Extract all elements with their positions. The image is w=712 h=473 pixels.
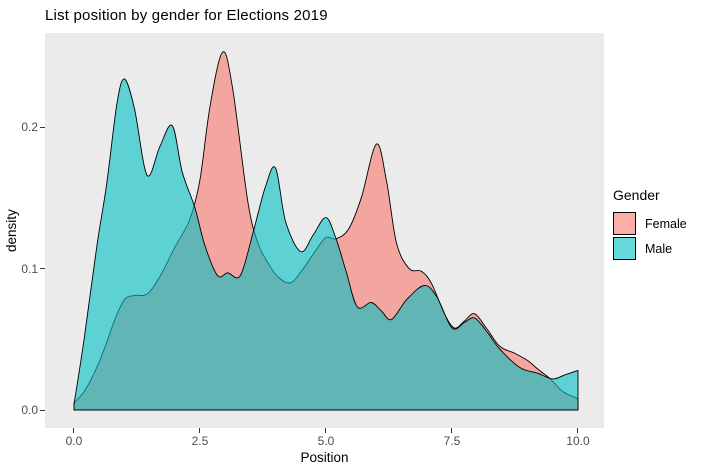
x-tick-mark	[73, 428, 75, 433]
x-tick-label: 10.0	[566, 434, 590, 448]
y-tick-label: 0.1	[21, 261, 38, 276]
x-tick-label: 2.5	[191, 434, 209, 448]
x-tick-label: 7.5	[443, 434, 461, 448]
legend-items: Female Male	[613, 212, 711, 260]
legend-swatch-female	[613, 212, 636, 235]
x-axis-label: Position	[300, 450, 349, 465]
x-tick-mark	[325, 428, 327, 433]
legend: Gender Female Male	[613, 187, 711, 262]
x-tick-mark	[199, 428, 201, 433]
legend-label-female: Female	[645, 216, 687, 231]
legend-label-male: Male	[645, 241, 673, 256]
x-tick-label: 5.0	[317, 434, 335, 448]
density-area-male	[73, 78, 579, 411]
chart-title: List position by gender for Elections 20…	[45, 7, 328, 24]
plot-panel	[45, 33, 604, 428]
y-tick-mark	[40, 268, 45, 270]
x-tick-label: 0.0	[65, 434, 83, 448]
y-axis-label: density	[4, 209, 19, 252]
y-tick-label: 0.2	[21, 120, 38, 135]
density-plot	[73, 51, 579, 411]
x-tick-mark	[451, 428, 453, 433]
legend-item-male: Male	[613, 237, 711, 260]
legend-swatch-male	[613, 237, 636, 260]
y-tick-label: 0.0	[21, 403, 38, 418]
y-tick-mark	[40, 409, 45, 411]
legend-title: Gender	[613, 187, 660, 203]
y-tick-mark	[40, 126, 45, 128]
x-tick-mark	[577, 428, 579, 433]
legend-item-female: Female	[613, 212, 711, 235]
